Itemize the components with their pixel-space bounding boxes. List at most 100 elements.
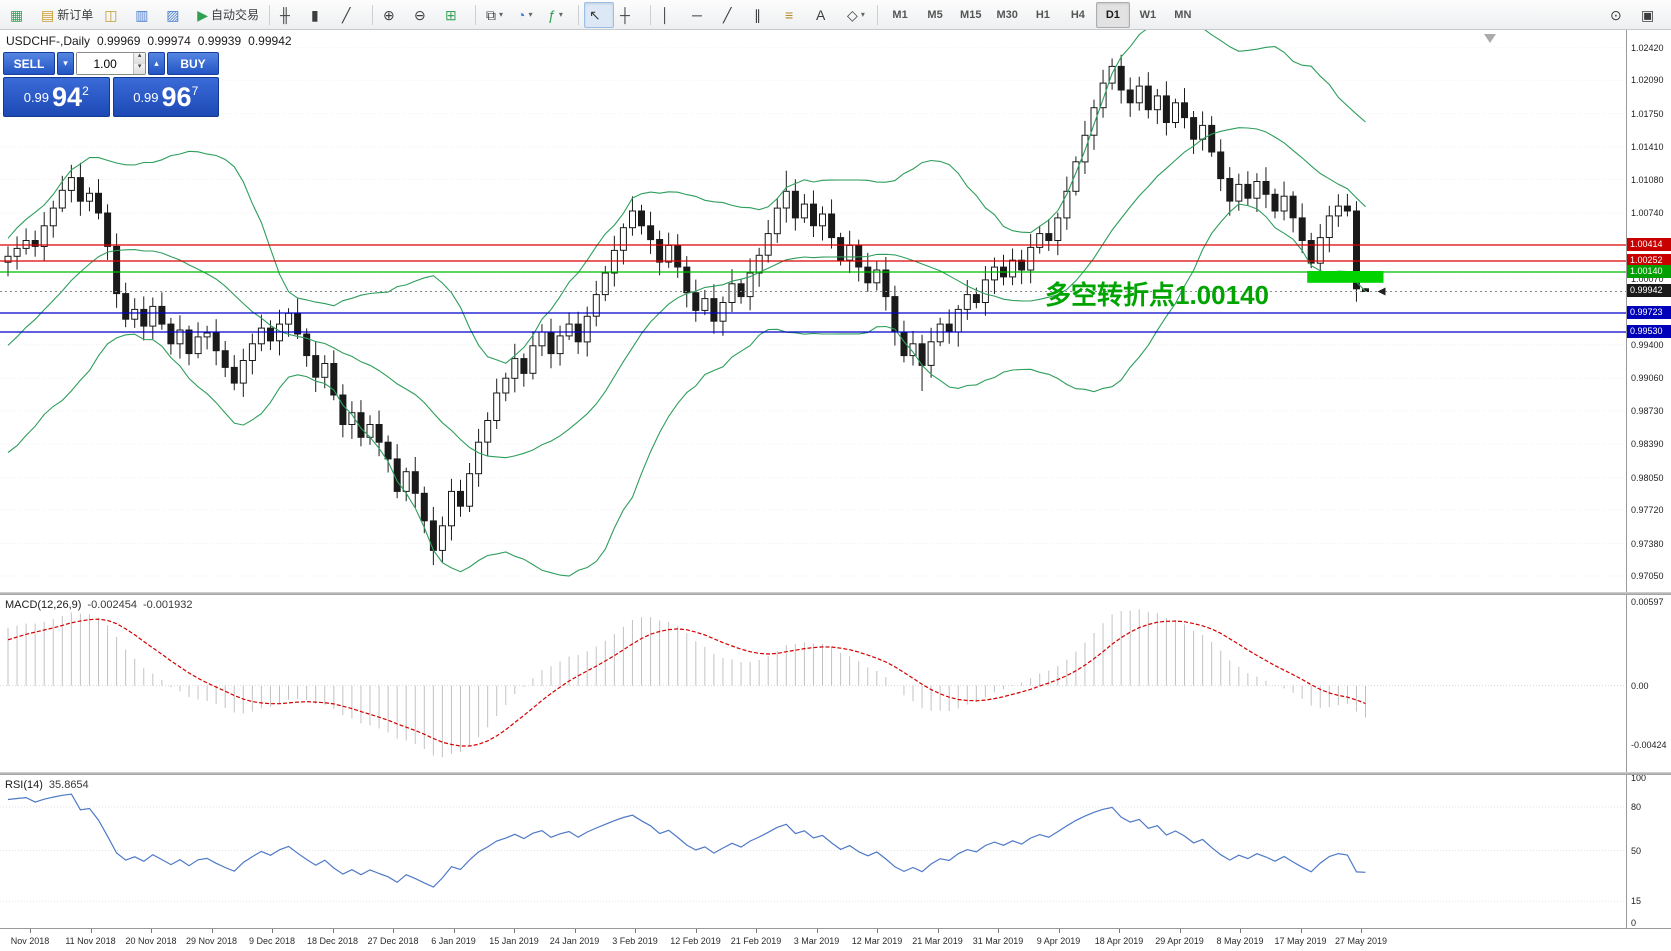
- date-label: 29 Apr 2019: [1155, 936, 1204, 946]
- equidistant-channel-icon[interactable]: ∥: [749, 2, 779, 28]
- sell-dropdown-button[interactable]: ▾: [57, 52, 74, 75]
- text-label-icon[interactable]: A: [811, 2, 841, 28]
- fibonacci-icon: ≡: [785, 6, 794, 23]
- chart-annotation-text[interactable]: 多空转折点1.00140: [1045, 280, 1269, 310]
- candlestick-chart-icon[interactable]: ▮: [306, 2, 336, 28]
- rsi-pane[interactable]: [0, 775, 1626, 928]
- scale-label: 1.00070: [1631, 273, 1664, 284]
- axis-tick: [151, 929, 152, 933]
- sell-price-pips: 94: [52, 81, 83, 112]
- scale-label: 1.00740: [1631, 207, 1664, 218]
- volume-input[interactable]: [77, 53, 134, 74]
- timeframe-m15-button[interactable]: M15: [960, 8, 982, 21]
- arrows-icon[interactable]: ◇ ▾: [842, 2, 872, 28]
- macd-signal-value: -0.001932: [142, 599, 193, 611]
- terminal-icon[interactable]: ▦: [5, 2, 35, 28]
- crosshair-icon[interactable]: ┼: [615, 2, 645, 28]
- rsi-label: RSI(14): [5, 779, 43, 791]
- profiles-icon[interactable]: ▥: [130, 2, 160, 28]
- axis-tick: [635, 929, 636, 933]
- date-label: 24 Jan 2019: [549, 936, 600, 946]
- date-label: 3 Feb 2019: [612, 936, 658, 946]
- timeframe-d1-button[interactable]: D1: [1095, 1, 1130, 28]
- trendline-icon[interactable]: ╱: [718, 2, 748, 28]
- buy-button[interactable]: BUY: [167, 52, 219, 75]
- timeframe-m1-button[interactable]: M1: [892, 8, 908, 21]
- market-watch-icon: ▨: [166, 6, 180, 23]
- pane-resize-handle[interactable]: [0, 772, 1671, 775]
- new-order-button[interactable]: ▤ 新订单: [36, 2, 98, 28]
- market-watch-icon[interactable]: ▨: [161, 2, 191, 28]
- bar-chart-icon[interactable]: ╫: [275, 2, 305, 28]
- sell-price-point: 2: [82, 84, 89, 98]
- timeframe-h4-button[interactable]: H4: [1070, 8, 1085, 21]
- timeframe-m5-button[interactable]: M5: [927, 8, 943, 21]
- toolbar-separator: [877, 4, 879, 25]
- sell-price-button[interactable]: 0.99 94 2: [3, 77, 110, 117]
- line-chart-icon[interactable]: ╱: [337, 2, 367, 28]
- price-tag: 0.99530: [1627, 325, 1671, 338]
- volume-stepper: ▴ ▾: [133, 52, 145, 74]
- scale-label: 0.97380: [1631, 538, 1664, 549]
- axis-tick: [514, 929, 515, 933]
- macd-pane[interactable]: [0, 595, 1626, 772]
- timeframe-mn-button[interactable]: MN: [1174, 8, 1192, 21]
- price-scale[interactable]: 1.02420 1.02090 1.01750 1.01410 1.01080 1.007…: [1626, 30, 1671, 928]
- toolbar-separator: [372, 4, 374, 25]
- indicators-icon[interactable]: ƒ ▾: [543, 2, 573, 28]
- date-label: 9 Apr 2019: [1036, 936, 1081, 946]
- search-icon[interactable]: ⊙: [1605, 2, 1635, 28]
- price-tag: 1.00140: [1627, 264, 1671, 278]
- time-axis[interactable]: Nov 2018 11 Nov 2018 20 Nov 2018 29 Nov 201…: [0, 928, 1671, 951]
- sell-button[interactable]: SELL: [3, 52, 55, 75]
- scale-label: 0.98390: [1631, 439, 1664, 450]
- zoom-in-icon[interactable]: ⊕: [378, 2, 408, 28]
- scale-label: 0.98730: [1631, 405, 1664, 416]
- price-pane[interactable]: [0, 30, 1626, 592]
- toolbar-group-windows: ⧉ ▾ ◔ ▾ ƒ ▾: [481, 2, 573, 28]
- volume-down-button[interactable]: ▾: [134, 63, 145, 74]
- buy-price-button[interactable]: 0.99 96 7: [112, 77, 219, 117]
- layout-icon[interactable]: ▣: [1636, 2, 1666, 28]
- buy-dropdown-button[interactable]: ▴: [148, 52, 165, 75]
- auto-trading-button[interactable]: ▶ 自动交易: [192, 2, 264, 28]
- horizontal-line-icon[interactable]: ─: [687, 2, 717, 28]
- timeframe-m30-button[interactable]: M30: [996, 8, 1018, 21]
- price-tag: 1.00414: [1627, 238, 1671, 252]
- date-label: 6 Jan 2019: [431, 936, 476, 946]
- layout-icon: ▣: [1641, 6, 1655, 23]
- chart-window-icon[interactable]: ◫: [99, 2, 129, 28]
- pane-resize-handle[interactable]: [0, 592, 1671, 595]
- scale-label: 50: [1631, 845, 1642, 856]
- cursor-icon[interactable]: ↖: [584, 1, 615, 28]
- zoom-out-icon: ⊖: [414, 6, 426, 23]
- zoom-out-icon[interactable]: ⊖: [409, 2, 439, 28]
- date-label: 15 Jan 2019: [489, 936, 539, 946]
- axis-tick: [756, 929, 757, 933]
- cursor-icon: ↖: [589, 6, 601, 23]
- crosshair-icon: ┼: [620, 6, 630, 23]
- zoom-in-icon: ⊕: [383, 6, 395, 23]
- terminal-icon: ▦: [10, 6, 24, 23]
- scale-label: 0.99400: [1631, 339, 1664, 350]
- scale-label: 15: [1631, 896, 1642, 907]
- vertical-line-icon[interactable]: │: [656, 2, 686, 28]
- axis-tick: [1058, 929, 1060, 933]
- equidistant-channel-icon: ∥: [754, 6, 762, 23]
- axis-tick: [332, 929, 334, 933]
- timeframe-w1-button[interactable]: W1: [1139, 8, 1157, 21]
- period-icon[interactable]: ◔ ▾: [512, 2, 542, 28]
- axis-tick: [998, 929, 999, 933]
- low-value: 0.99939: [197, 34, 242, 48]
- timeframe-h1-button[interactable]: H1: [1035, 8, 1050, 21]
- tile-windows-icon[interactable]: ⧉ ▾: [481, 2, 511, 28]
- volume-up-button[interactable]: ▴: [134, 52, 145, 64]
- open-value: 0.99969: [97, 34, 141, 48]
- grid-icon[interactable]: ⊞: [440, 2, 470, 28]
- high-value: 0.99974: [147, 34, 191, 48]
- fibonacci-icon[interactable]: ≡: [780, 2, 810, 28]
- date-label: 12 Mar 2019: [851, 936, 903, 946]
- indicators-icon: ƒ: [548, 6, 556, 23]
